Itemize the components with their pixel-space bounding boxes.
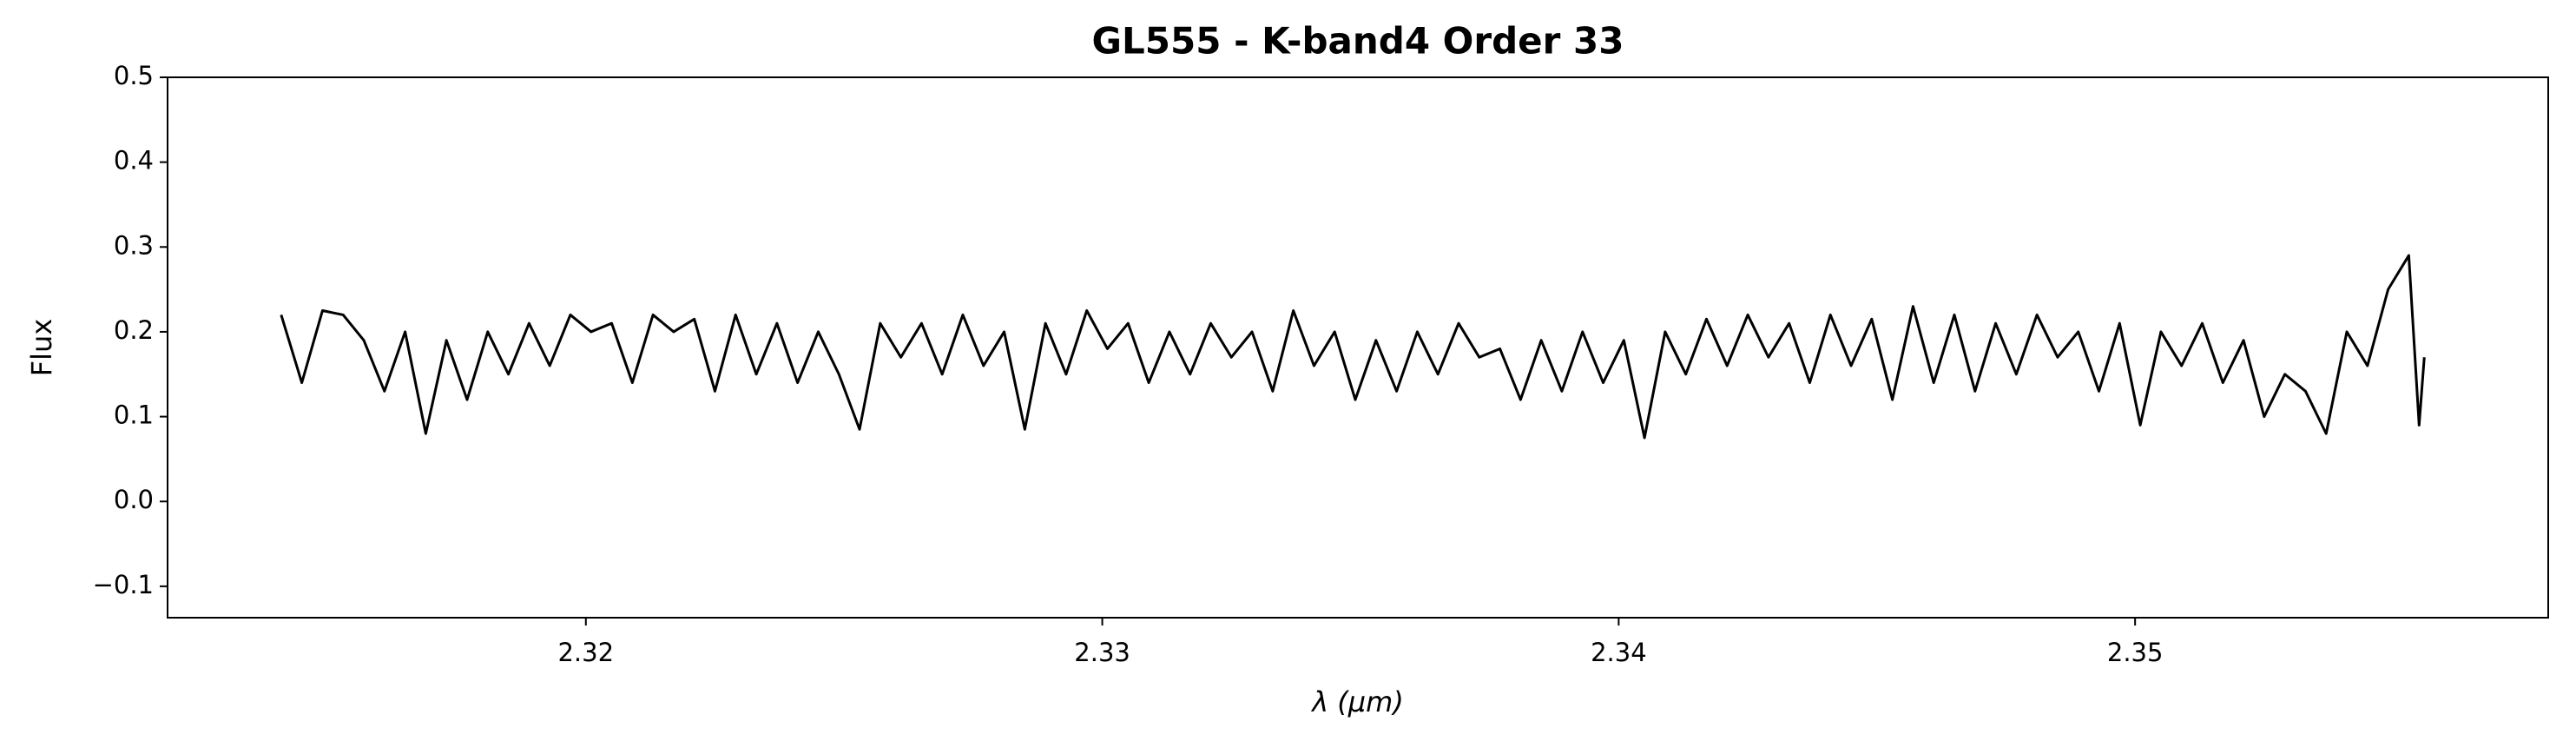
y-tick-label: 0.4 (114, 146, 154, 175)
y-axis-label: Flux (25, 319, 58, 377)
chart-title: GL555 - K-band4 Order 33 (1092, 20, 1624, 63)
x-axis-label: λ (μm) (1310, 685, 1404, 718)
y-tick-label: −0.1 (93, 570, 154, 599)
y-tick-label: 0.1 (114, 400, 154, 430)
x-tick-label: 2.33 (1074, 638, 1130, 667)
y-tick-label: 0.2 (114, 315, 154, 345)
plot-frame (167, 76, 2549, 619)
spectrum-line (280, 254, 2426, 440)
x-tick-label: 2.35 (2107, 638, 2164, 667)
y-tick-label: 0.0 (114, 485, 154, 514)
y-tick-label: 0.3 (114, 230, 154, 260)
y-tick-label: 0.5 (114, 61, 154, 90)
x-tick-label: 2.34 (1591, 638, 1647, 667)
x-tick-label: 2.32 (557, 638, 614, 667)
